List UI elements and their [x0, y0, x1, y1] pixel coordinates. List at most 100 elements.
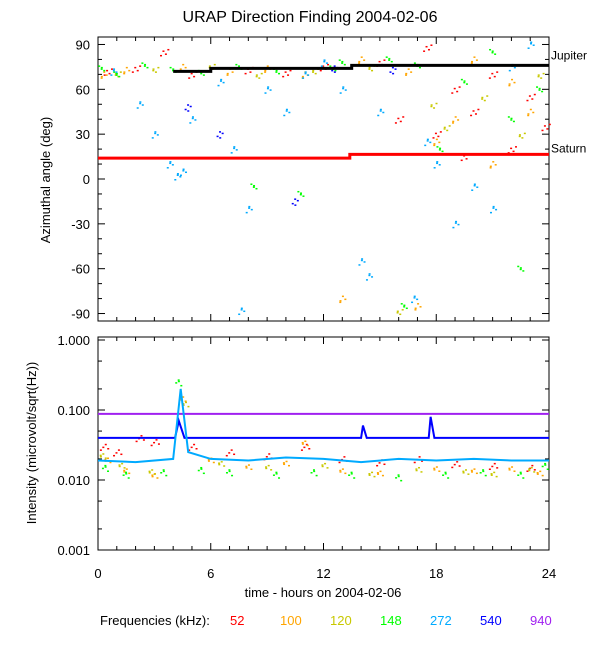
- data-point-272: [360, 259, 363, 262]
- data-point-120: [265, 467, 268, 470]
- data-point-100: [105, 74, 108, 76]
- data-point-52: [453, 463, 456, 466]
- data-point-272: [342, 87, 345, 90]
- data-point-100: [128, 472, 131, 475]
- data-point-52: [150, 444, 153, 447]
- data-point-148: [348, 474, 351, 476]
- data-point-100: [100, 75, 103, 78]
- data-point-148: [447, 477, 450, 479]
- data-point-120: [368, 68, 371, 70]
- annotation-jupiter: Jupiter: [551, 48, 587, 62]
- data-point-100: [489, 167, 492, 169]
- data-point-52: [493, 75, 496, 78]
- data-point-120: [255, 75, 258, 78]
- data-point-100: [107, 457, 110, 460]
- data-point-540: [294, 204, 297, 206]
- data-point-100: [452, 122, 455, 124]
- data-point-148: [541, 465, 544, 468]
- data-point-120: [486, 95, 489, 97]
- data-point-52: [421, 460, 424, 462]
- data-point-100: [156, 477, 159, 479]
- data-point-52: [160, 54, 163, 57]
- data-point-148: [538, 87, 541, 90]
- legend-item-272: 272: [430, 613, 452, 628]
- data-point-52: [153, 441, 156, 444]
- data-point-52: [308, 448, 311, 450]
- data-point-100: [125, 468, 128, 470]
- data-point-100: [414, 307, 417, 310]
- data-point-120: [187, 405, 190, 408]
- data-point-52: [541, 129, 544, 132]
- data-point-100: [471, 471, 474, 473]
- data-point-52: [110, 68, 113, 70]
- data-point-120: [154, 71, 157, 73]
- data-point-272: [189, 122, 192, 124]
- data-point-272: [455, 220, 458, 223]
- data-point-52: [378, 60, 381, 63]
- data-point-120: [123, 467, 126, 469]
- data-point-272: [379, 110, 382, 112]
- data-point-52: [188, 77, 191, 79]
- data-point-100: [470, 62, 473, 64]
- annotation-saturn: Saturn: [551, 141, 586, 155]
- x-tick-label: 0: [94, 566, 101, 581]
- data-point-148: [312, 469, 315, 471]
- data-point-100: [103, 71, 106, 73]
- data-point-272: [139, 101, 142, 103]
- data-point-148: [403, 304, 406, 307]
- data-point-272: [136, 107, 139, 109]
- data-point-148: [489, 48, 492, 51]
- data-point-148: [544, 462, 547, 465]
- data-point-272: [233, 147, 236, 150]
- data-point-540: [291, 202, 294, 205]
- data-point-100: [494, 164, 497, 166]
- data-point-272: [182, 170, 185, 172]
- data-point-100: [266, 65, 269, 67]
- data-point-272: [176, 174, 179, 177]
- data-point-100: [532, 111, 535, 114]
- data-point-148: [436, 146, 439, 148]
- data-point-100: [508, 467, 511, 470]
- data-point-52: [230, 449, 233, 451]
- data-point-272: [179, 176, 182, 178]
- data-point-148: [491, 51, 494, 54]
- data-point-272: [185, 171, 188, 174]
- data-point-52: [188, 449, 191, 451]
- data-point-148: [403, 306, 406, 308]
- data-point-52: [303, 446, 306, 449]
- data-point-52: [491, 465, 494, 468]
- data-point-100: [419, 306, 422, 308]
- data-point-52: [134, 66, 137, 69]
- data-point-100: [536, 472, 539, 474]
- data-point-120: [396, 310, 399, 313]
- data-point-120: [533, 471, 536, 473]
- data-point-148: [118, 75, 121, 78]
- data-point-100: [125, 66, 128, 69]
- data-point-148: [444, 471, 447, 474]
- data-point-148: [197, 469, 200, 472]
- data-point-148: [507, 116, 510, 118]
- data-point-120: [218, 462, 221, 464]
- data-point-148: [104, 464, 107, 467]
- data-point-100: [304, 440, 307, 443]
- data-point-148: [442, 474, 445, 476]
- data-point-120: [326, 467, 329, 469]
- data-point-52: [190, 446, 193, 449]
- data-point-148: [235, 63, 238, 66]
- data-point-148: [275, 71, 278, 73]
- data-point-120: [433, 107, 436, 109]
- data-point-52: [225, 454, 228, 457]
- data-point-148: [103, 69, 106, 72]
- data-point-272: [382, 111, 385, 114]
- data-point-120: [223, 465, 226, 467]
- data-point-148: [519, 471, 522, 474]
- data-point-148: [278, 72, 281, 75]
- data-point-148: [180, 384, 183, 387]
- data-point-120: [401, 309, 404, 311]
- data-point-100: [287, 464, 290, 467]
- data-point-120: [483, 99, 486, 102]
- data-point-148: [177, 380, 180, 383]
- data-point-148: [463, 81, 466, 84]
- data-point-52: [99, 449, 102, 451]
- data-point-540: [389, 71, 392, 73]
